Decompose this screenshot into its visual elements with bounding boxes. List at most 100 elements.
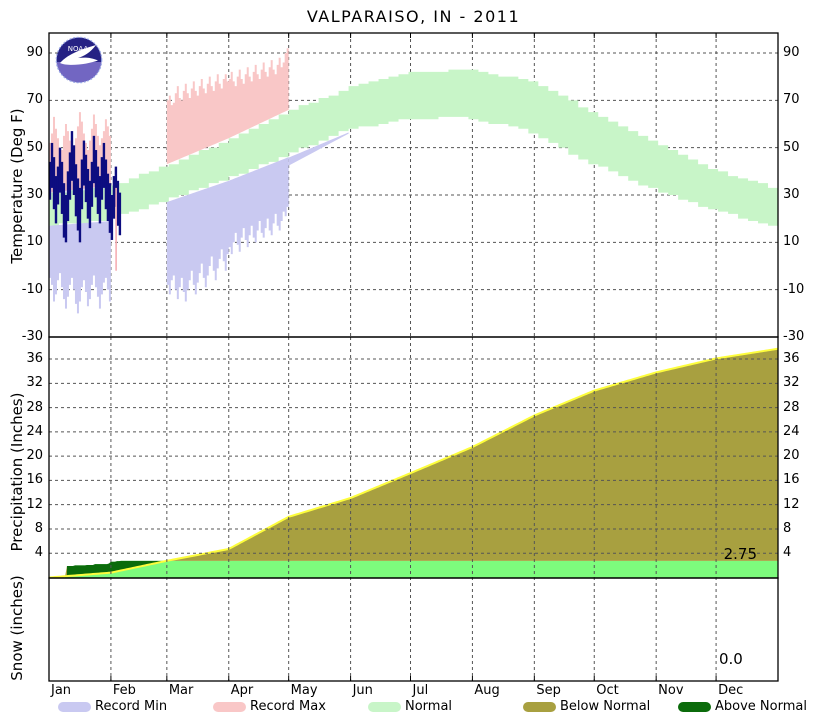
precip-tick-label: 36: [26, 351, 43, 367]
month-label: Aug: [474, 683, 500, 698]
legend-swatch: [523, 702, 556, 712]
record-min-strip: [288, 132, 349, 166]
precip-tick-label: 8: [783, 520, 792, 536]
temp-tick-label: 50: [783, 139, 800, 155]
observed-temperature-bar: [110, 195, 114, 240]
observed-temperature-bar: [54, 176, 58, 224]
legend-label: Normal: [405, 699, 453, 714]
temp-tick-label: -10: [21, 281, 43, 297]
observed-temperature-bar: [74, 164, 78, 217]
temp-tick-label: 50: [26, 139, 43, 155]
above-normal-area: [66, 560, 167, 577]
precip-tick-label: 32: [26, 375, 43, 391]
actual-precip-area: [49, 560, 778, 578]
record-min-band: [166, 157, 289, 302]
precip-tick-label: 4: [783, 545, 792, 561]
precip-tick-label: 16: [26, 472, 43, 488]
legend-label: Record Max: [250, 699, 326, 714]
precip-tick-label: 28: [783, 399, 800, 415]
record-min-band: [49, 221, 111, 314]
precip-tick-label: 12: [783, 496, 800, 512]
observed-temperature-bar: [100, 157, 104, 200]
observed-temperature-bar: [90, 161, 94, 207]
normal-temperature-band: [49, 69, 778, 226]
observed-temperature-bar: [48, 161, 52, 200]
temp-tick-label: 90: [783, 45, 800, 60]
precip-tick-label: 4: [34, 545, 43, 561]
observed-temperature-bar: [70, 131, 74, 181]
temp-tick-label: -30: [783, 329, 805, 344]
observed-temperature-bar: [60, 161, 64, 214]
observed-temperature-bar: [72, 145, 76, 195]
precip-tick-label: 20: [783, 448, 800, 464]
observed-temperature-bar: [118, 192, 122, 236]
legend-label: Above Normal: [715, 699, 807, 714]
noaa-logo-text: NOAA: [68, 45, 89, 53]
observed-temperature-bar: [78, 187, 82, 243]
observed-temperature-bar: [50, 142, 54, 188]
precip-tick-label: 8: [34, 520, 43, 536]
precip-tick-label: 20: [26, 448, 43, 464]
legend-item: Below Normal: [523, 700, 650, 714]
snow-axis-label: Snow (inches): [8, 575, 26, 681]
observed-temperature-bar: [114, 166, 118, 207]
temp-tick-label: -10: [783, 281, 805, 297]
legend-label: Below Normal: [560, 699, 651, 714]
month-label: Sep: [536, 683, 561, 698]
month-label: Apr: [230, 683, 254, 698]
temp-tick-label: 10: [26, 234, 43, 250]
temp-tick-label: -30: [21, 329, 43, 344]
observed-temperature-bar: [88, 180, 92, 229]
observed-temperature-bar: [58, 147, 62, 193]
observed-temperature-bar: [62, 183, 66, 238]
month-label: Nov: [658, 683, 684, 698]
record-event-bar: [115, 187, 117, 271]
legend-item: Record Min: [58, 700, 167, 714]
month-label: Mar: [168, 683, 194, 698]
normal-precip-line: [48, 347, 779, 579]
month-label: Jan: [51, 683, 72, 698]
noaa-logo: NOAA: [55, 36, 103, 84]
observed-temperature-bar: [104, 159, 108, 210]
observed-temperature-bar: [92, 135, 96, 184]
snow-panel-border: [48, 577, 779, 682]
observed-temperature-bar: [108, 183, 112, 233]
observed-temperature-bar: [82, 140, 86, 186]
record-max-band: [166, 48, 289, 165]
observed-temperature-bar: [102, 142, 106, 188]
legend-swatch: [368, 702, 401, 712]
observed-temperature-bar: [96, 166, 100, 214]
precip-tick-label: 24: [783, 423, 800, 439]
month-label: May: [290, 683, 318, 698]
observed-temperature-bar: [116, 180, 120, 226]
chart-title: VALPARAISO, IN - 2011: [306, 7, 521, 26]
legend-swatch: [58, 702, 91, 712]
precip-total-annotation: 2.75: [723, 545, 757, 563]
observed-temperature-bar: [86, 168, 90, 219]
legend-label: Record Min: [95, 699, 168, 714]
precip-tick-label: 12: [26, 496, 43, 512]
precip-tick-label: 16: [783, 472, 800, 488]
snow-total-annotation: 0.0: [719, 650, 743, 668]
precip-tick-label: 36: [783, 351, 800, 367]
observed-temperature-bar: [98, 176, 102, 224]
temp-tick-label: 10: [783, 234, 800, 250]
legend-item: Record Max: [213, 700, 326, 714]
observed-temperature-bar: [52, 157, 56, 210]
legend-swatch: [678, 702, 711, 712]
observed-temperature-bar: [76, 178, 80, 231]
precip-tick-label: 28: [26, 399, 43, 415]
month-label: Oct: [596, 683, 619, 698]
observed-temperature-bar: [84, 154, 88, 203]
observed-temperature-bar: [68, 152, 72, 200]
temp-tick-label: 30: [783, 187, 800, 202]
month-label: Dec: [718, 683, 744, 698]
temp-tick-label: 70: [26, 92, 43, 108]
temp-tick-label: 70: [783, 92, 800, 108]
observed-temperature-bar: [112, 176, 116, 219]
legend-swatch: [213, 702, 246, 712]
observed-temperature-bar: [106, 173, 110, 222]
precip-tick-label: 24: [26, 423, 43, 439]
